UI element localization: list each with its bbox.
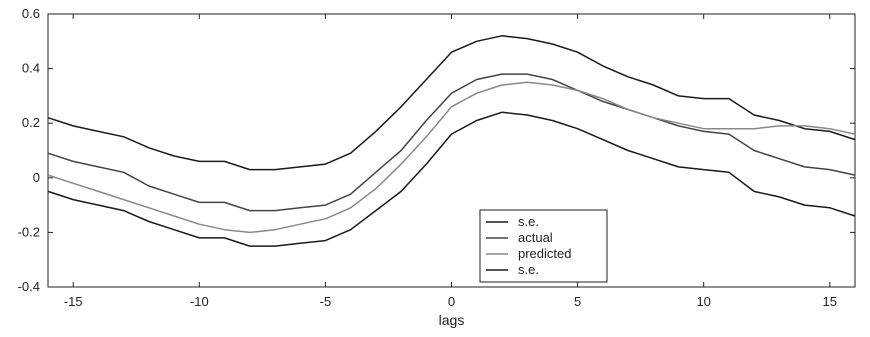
legend-label: predicted	[518, 246, 571, 261]
x-tick-label: 5	[574, 294, 581, 309]
y-tick-label: 0	[33, 170, 40, 185]
x-tick-label: 15	[823, 294, 837, 309]
plot-area	[47, 13, 856, 288]
x-tick-label: -10	[190, 294, 209, 309]
legend-label: s.e.	[518, 262, 539, 277]
x-axis: -15 -10 -5 0 5 10 15	[64, 14, 837, 309]
y-tick-label: 0.2	[22, 115, 40, 130]
y-axis: -0.4 -0.2 0 0.2 0.4 0.6	[18, 6, 855, 294]
series-line-4	[47, 111, 856, 247]
series-line-1	[47, 35, 856, 171]
series-line-2	[47, 73, 856, 212]
series-lines	[47, 35, 856, 247]
x-tick-label: -5	[320, 294, 332, 309]
x-axis-title: lags	[439, 312, 465, 328]
legend-label: actual	[518, 230, 553, 245]
x-tick-label: -15	[64, 294, 83, 309]
series-line-3	[47, 81, 856, 234]
y-tick-label: 0.6	[22, 6, 40, 21]
x-tick-label: 10	[696, 294, 710, 309]
y-tick-label: 0.4	[22, 61, 40, 76]
legend-label: s.e.	[518, 214, 539, 229]
y-tick-label: -0.4	[18, 279, 40, 294]
x-tick-label: 0	[448, 294, 455, 309]
y-tick-label: -0.2	[18, 224, 40, 239]
